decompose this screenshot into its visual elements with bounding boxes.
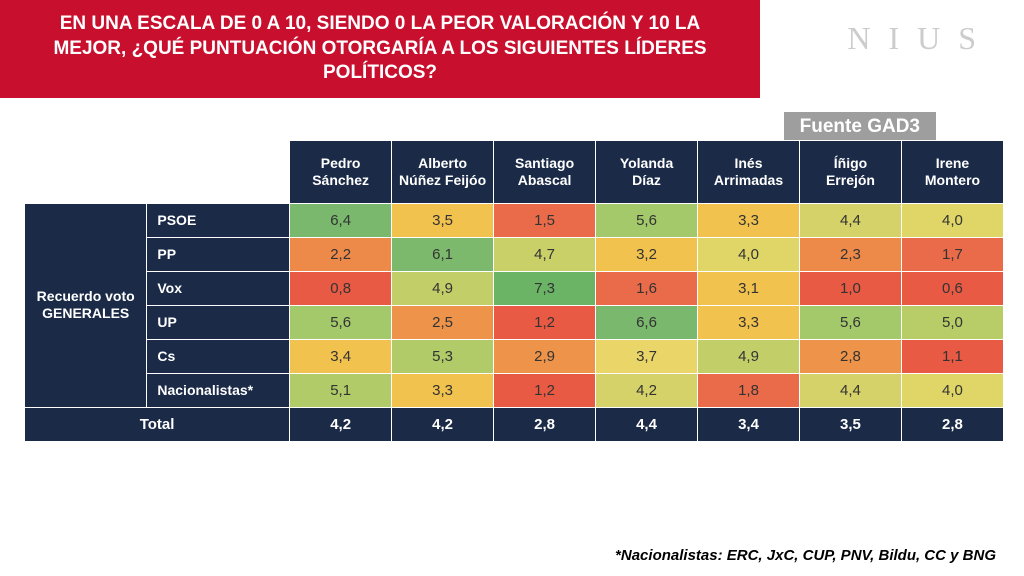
data-cell: 3,5 [392, 203, 494, 237]
row-label: Nacionalistas* [147, 373, 290, 407]
data-cell: 3,3 [392, 373, 494, 407]
data-cell: 1,7 [901, 237, 1003, 271]
data-cell: 3,4 [290, 339, 392, 373]
data-cell: 0,8 [290, 271, 392, 305]
total-cell: 2,8 [494, 407, 596, 441]
table-row: PP2,26,14,73,24,02,31,7 [25, 237, 1004, 271]
total-cell: 3,5 [799, 407, 901, 441]
leader-header: IreneMontero [901, 141, 1003, 204]
table-row: Recuerdo votoGENERALESPSOE6,43,51,55,63,… [25, 203, 1004, 237]
table-row: UP5,62,51,26,63,35,65,0 [25, 305, 1004, 339]
ratings-table-container: PedroSánchezAlbertoNúñez FeijóoSantiagoA… [24, 140, 1004, 442]
data-cell: 1,1 [901, 339, 1003, 373]
data-cell: 4,0 [901, 203, 1003, 237]
title-banner: EN UNA ESCALA DE 0 A 10, SIENDO 0 LA PEO… [0, 0, 760, 98]
brand-logo: NIUS [847, 20, 994, 57]
data-cell: 7,3 [494, 271, 596, 305]
data-cell: 4,4 [799, 203, 901, 237]
row-label: Vox [147, 271, 290, 305]
ratings-heatmap-table: PedroSánchezAlbertoNúñez FeijóoSantiagoA… [24, 140, 1004, 442]
data-cell: 5,1 [290, 373, 392, 407]
leader-header: YolandaDíaz [596, 141, 698, 204]
data-cell: 6,6 [596, 305, 698, 339]
data-cell: 4,0 [698, 237, 800, 271]
data-cell: 2,9 [494, 339, 596, 373]
leader-header: SantiagoAbascal [494, 141, 596, 204]
data-cell: 2,5 [392, 305, 494, 339]
data-cell: 3,3 [698, 305, 800, 339]
data-cell: 4,4 [799, 373, 901, 407]
row-group-header: Recuerdo votoGENERALES [25, 203, 147, 407]
total-cell: 4,4 [596, 407, 698, 441]
data-cell: 4,9 [698, 339, 800, 373]
total-cell: 4,2 [392, 407, 494, 441]
source-label: Fuente GAD3 [784, 112, 936, 142]
row-label: PP [147, 237, 290, 271]
data-cell: 5,6 [596, 203, 698, 237]
data-cell: 6,4 [290, 203, 392, 237]
data-cell: 2,8 [799, 339, 901, 373]
data-cell: 3,1 [698, 271, 800, 305]
data-cell: 2,3 [799, 237, 901, 271]
data-cell: 1,5 [494, 203, 596, 237]
data-cell: 1,6 [596, 271, 698, 305]
leader-header: AlbertoNúñez Feijóo [392, 141, 494, 204]
data-cell: 4,9 [392, 271, 494, 305]
row-label: PSOE [147, 203, 290, 237]
total-cell: 2,8 [901, 407, 1003, 441]
data-cell: 5,6 [290, 305, 392, 339]
total-cell: 3,4 [698, 407, 800, 441]
leader-header: InésArrimadas [698, 141, 800, 204]
data-cell: 4,7 [494, 237, 596, 271]
data-cell: 4,0 [901, 373, 1003, 407]
data-cell: 3,7 [596, 339, 698, 373]
data-cell: 1,2 [494, 305, 596, 339]
row-label: UP [147, 305, 290, 339]
data-cell: 6,1 [392, 237, 494, 271]
data-cell: 3,2 [596, 237, 698, 271]
leader-header: PedroSánchez [290, 141, 392, 204]
total-label: Total [25, 407, 290, 441]
corner-blank [25, 141, 290, 204]
data-cell: 1,0 [799, 271, 901, 305]
data-cell: 5,0 [901, 305, 1003, 339]
data-cell: 5,3 [392, 339, 494, 373]
data-cell: 1,8 [698, 373, 800, 407]
total-row: Total4,24,22,84,43,43,52,8 [25, 407, 1004, 441]
row-label: Cs [147, 339, 290, 373]
leader-header: ÍñigoErrejón [799, 141, 901, 204]
data-cell: 4,2 [596, 373, 698, 407]
data-cell: 0,6 [901, 271, 1003, 305]
data-cell: 1,2 [494, 373, 596, 407]
total-cell: 4,2 [290, 407, 392, 441]
table-row: Vox0,84,97,31,63,11,00,6 [25, 271, 1004, 305]
data-cell: 2,2 [290, 237, 392, 271]
data-cell: 3,3 [698, 203, 800, 237]
footnote: *Nacionalistas: ERC, JxC, CUP, PNV, Bild… [615, 547, 996, 564]
table-row: Cs3,45,32,93,74,92,81,1 [25, 339, 1004, 373]
table-row: Nacionalistas*5,13,31,24,21,84,44,0 [25, 373, 1004, 407]
data-cell: 5,6 [799, 305, 901, 339]
table-header-row: PedroSánchezAlbertoNúñez FeijóoSantiagoA… [25, 141, 1004, 204]
